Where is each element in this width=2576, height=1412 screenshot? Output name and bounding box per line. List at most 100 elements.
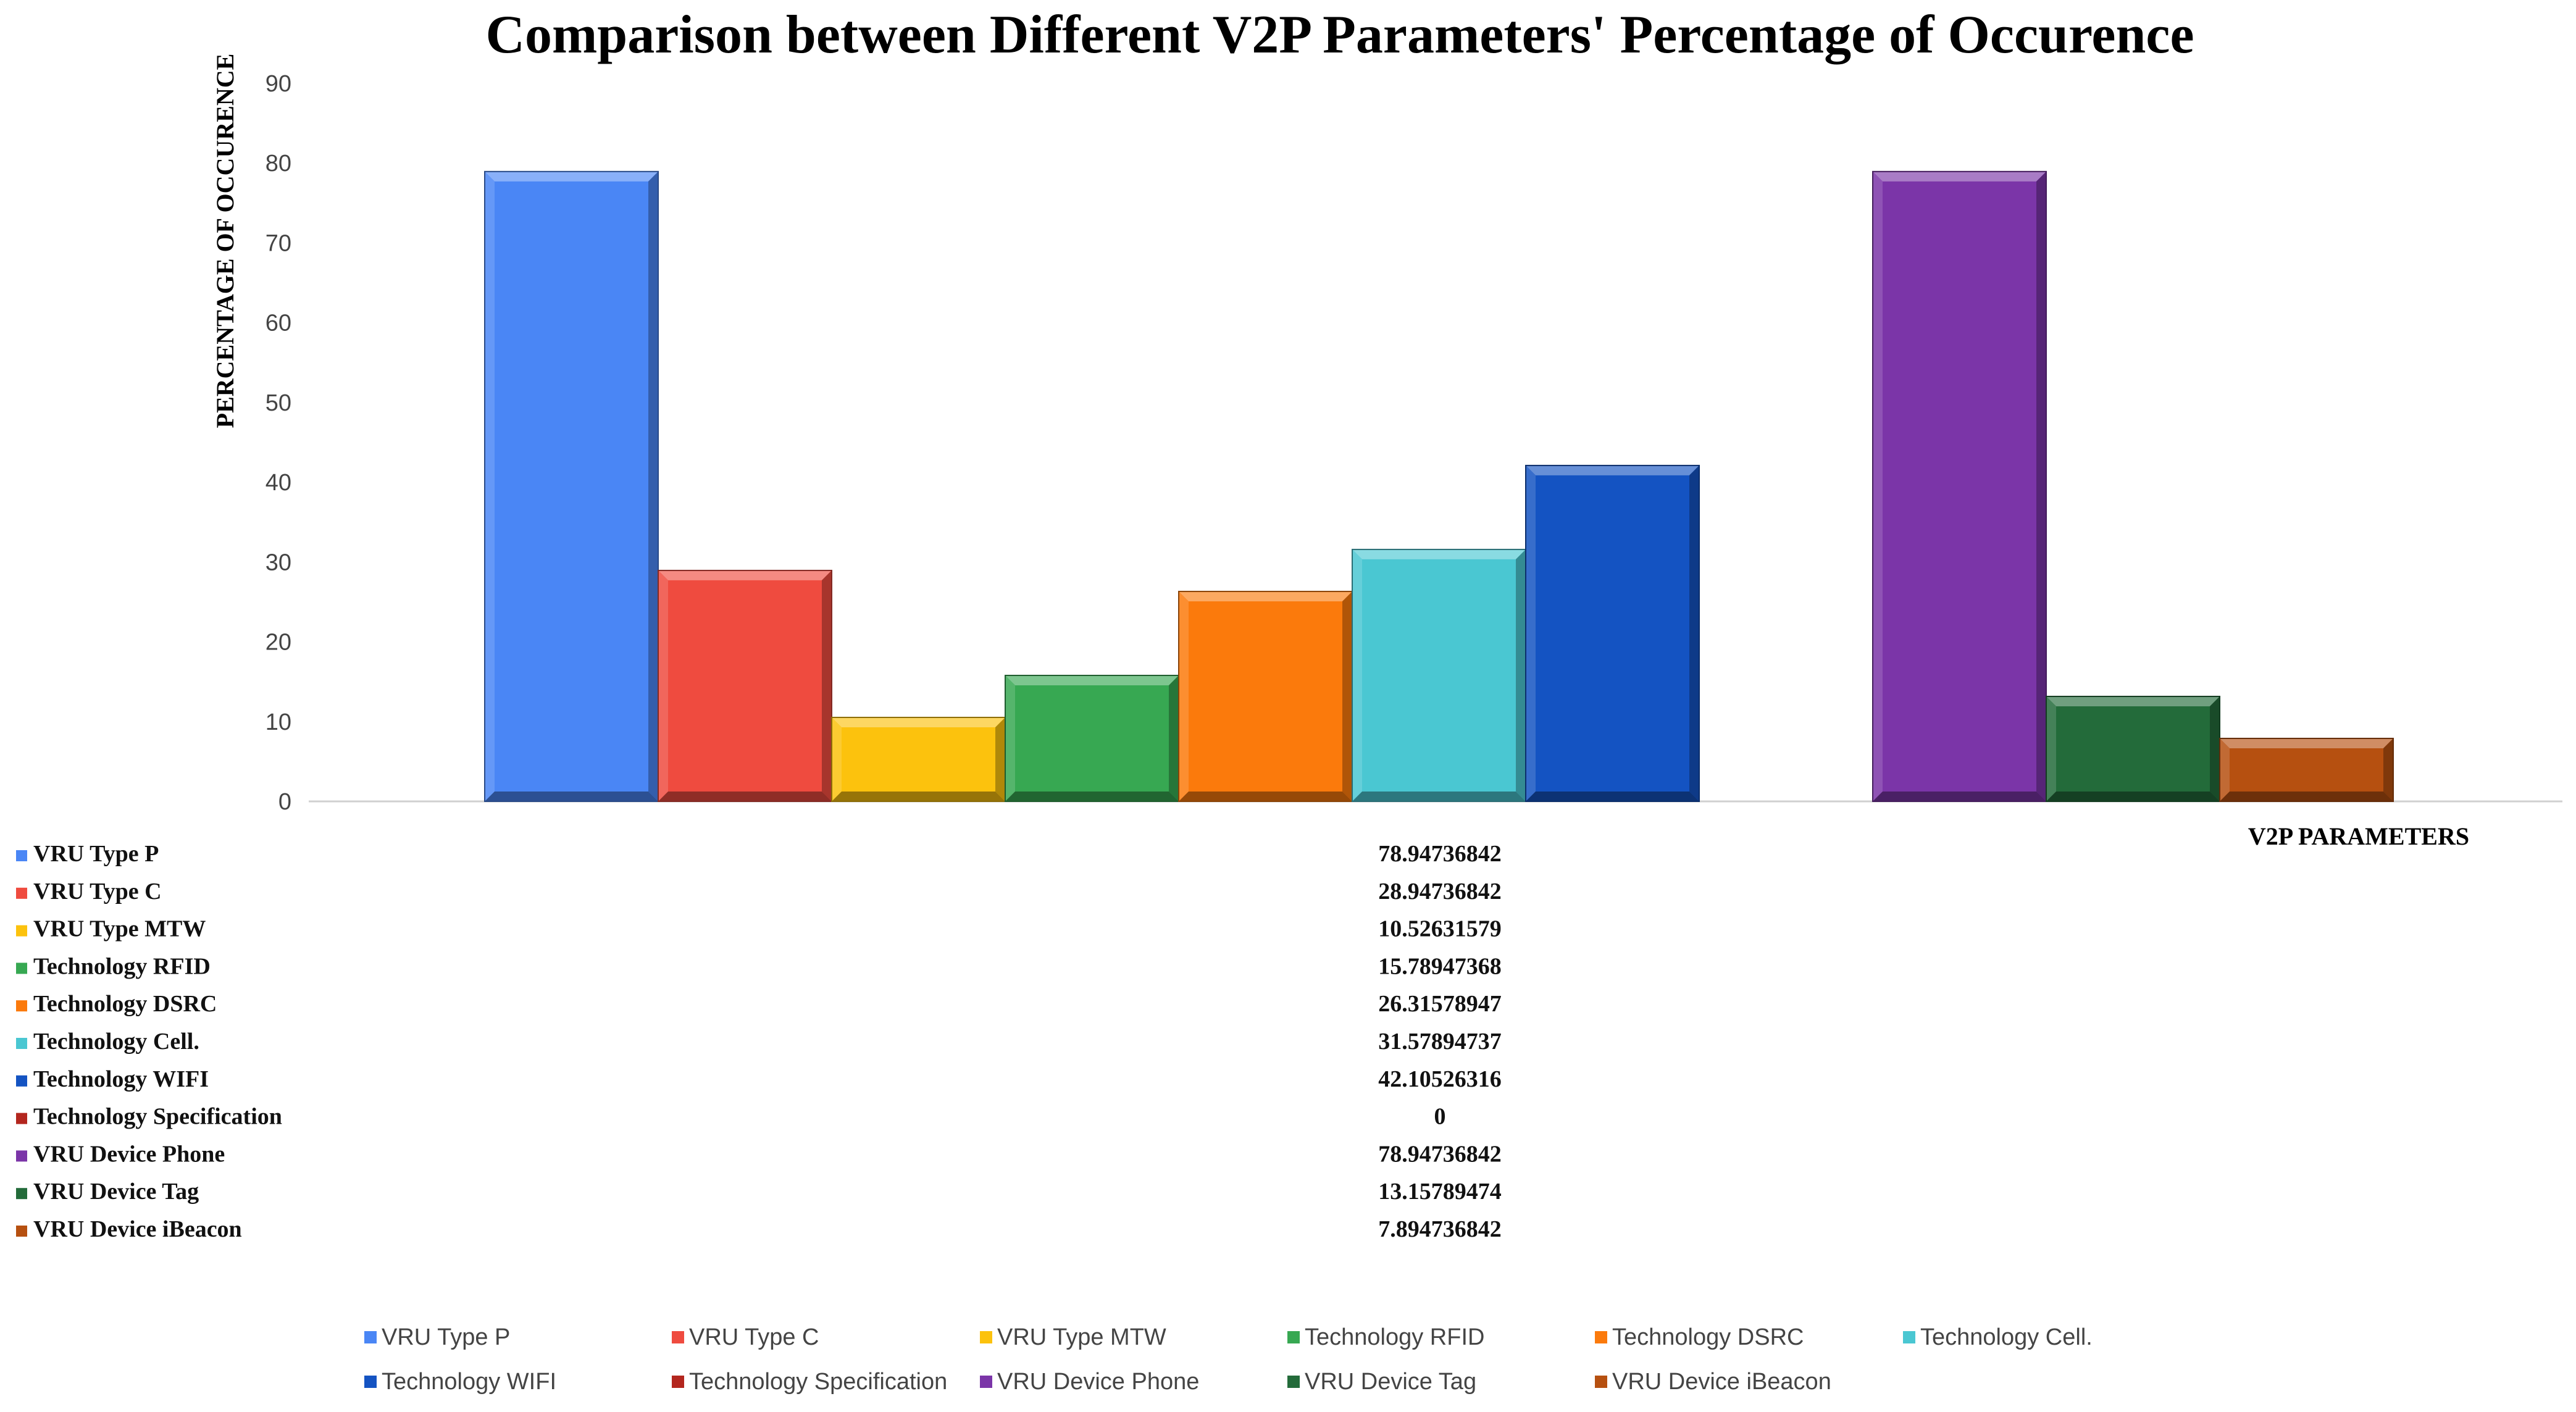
table-legend-key	[16, 1038, 27, 1049]
table-row-label: Technology Cell.	[33, 1029, 199, 1055]
legend-label: VRU Device Tag	[1305, 1369, 1476, 1395]
legend-label: Technology RFID	[1305, 1324, 1484, 1350]
table-row-value: 78.94736842	[1378, 1141, 1502, 1167]
table-legend-key	[16, 1188, 27, 1200]
table-row-label: VRU Device Tag	[33, 1179, 199, 1205]
table-legend-key	[16, 1075, 27, 1087]
y-tick-label: 90	[266, 71, 291, 97]
table-row: Technology RFID 15.78947368	[16, 953, 1502, 979]
legend-item: VRU Type P	[364, 1324, 510, 1350]
table-row: VRU Device Tag 13.15789474	[16, 1179, 1502, 1205]
table-row: Technology DSRC 26.31578947	[16, 991, 1502, 1017]
legend-label: VRU Type P	[382, 1324, 510, 1350]
table-row-value: 0	[1434, 1104, 1446, 1130]
table-row-value: 31.57894737	[1378, 1029, 1502, 1055]
legend-swatch	[980, 1376, 992, 1388]
legend-swatch	[1595, 1376, 1607, 1388]
y-tick-label: 20	[266, 630, 291, 656]
y-tick-label: 70	[266, 230, 291, 256]
bar-vru-type-c	[658, 569, 832, 802]
legend-label: VRU Device iBeacon	[1612, 1369, 1831, 1395]
chart-title: Comparison between Different V2P Paramet…	[485, 5, 2194, 65]
table-legend-key	[16, 1000, 27, 1012]
table-row-value: 10.52631579	[1378, 916, 1502, 942]
legend-swatch	[672, 1376, 684, 1388]
legend-swatch	[364, 1331, 377, 1343]
bar-vru-type-mtw	[831, 716, 1006, 802]
table-row: VRU Device Phone 78.94736842	[16, 1141, 1502, 1167]
table-row-label: Technology Specification	[33, 1104, 282, 1130]
table-legend-key	[16, 887, 27, 899]
table-row-value: 78.94736842	[1378, 841, 1502, 867]
y-tick-label: 60	[266, 311, 291, 336]
legend-item: VRU Device iBeacon	[1595, 1369, 1831, 1395]
legend-label: Technology DSRC	[1612, 1324, 1804, 1350]
table-row-value: 28.94736842	[1378, 879, 1502, 904]
bar-technology-dsrc	[1178, 590, 1353, 802]
legend-item: Technology Cell.	[1903, 1324, 2093, 1350]
table-row-label: Technology RFID	[33, 953, 211, 979]
table-row: Technology WIFI 42.10526316	[16, 1066, 1502, 1092]
table-row: Technology Cell. 31.57894737	[16, 1029, 1502, 1055]
legend-item: Technology DSRC	[1595, 1324, 1804, 1350]
legend-item: VRU Type C	[672, 1324, 819, 1350]
table-legend-key	[16, 850, 27, 861]
bar-technology-cell	[1352, 548, 1526, 802]
bar-vru-device-ibeacon	[2219, 737, 2394, 802]
table-legend-key	[16, 963, 27, 974]
y-tick-label: 50	[266, 390, 291, 416]
bar-vru-device-tag	[2046, 695, 2220, 802]
table-legend-key	[16, 925, 27, 937]
bar-technology-rfid	[1005, 674, 1179, 803]
table-row: VRU Type C 28.94736842	[16, 879, 1502, 904]
y-tick-label: 30	[266, 549, 291, 575]
bar-vru-device-phone	[1872, 170, 2047, 802]
y-tick-label: 10	[266, 709, 291, 735]
legend-swatch	[364, 1376, 377, 1388]
table-row-label: VRU Device iBeacon	[33, 1216, 242, 1242]
table-legend-key	[16, 1226, 27, 1237]
table-row-value: 13.15789474	[1378, 1179, 1502, 1205]
legend-item: VRU Device Phone	[980, 1369, 1199, 1395]
table-row-label: VRU Type MTW	[33, 916, 206, 942]
legend-label: Technology Cell.	[1920, 1324, 2093, 1350]
legend-swatch	[1287, 1331, 1300, 1343]
legend-label: VRU Type C	[689, 1324, 819, 1350]
y-tick-label: 40	[266, 470, 291, 496]
x-axis-label: V2P PARAMETERS	[2248, 822, 2469, 850]
table-row-value: 42.10526316	[1378, 1066, 1502, 1092]
table-row: VRU Device iBeacon 7.894736842	[16, 1216, 1502, 1242]
table-row: VRU Type P 78.94736842	[16, 841, 1502, 867]
legend-swatch	[1595, 1331, 1607, 1343]
table-row-label: VRU Type P	[33, 841, 159, 867]
legend-item: Technology WIFI	[364, 1369, 556, 1395]
legend-swatch	[672, 1331, 684, 1343]
table-row-label: Technology WIFI	[33, 1066, 209, 1092]
bar-vru-type-p	[484, 170, 659, 802]
legend-item: Technology RFID	[1287, 1324, 1484, 1350]
table-row-label: VRU Device Phone	[33, 1141, 225, 1167]
legend-item: Technology Specification	[672, 1369, 947, 1395]
legend-item: VRU Device Tag	[1287, 1369, 1476, 1395]
table-row: VRU Type MTW 10.52631579	[16, 916, 1502, 942]
legend-label: VRU Type MTW	[997, 1324, 1166, 1350]
table-legend-key	[16, 1113, 27, 1124]
y-tick-label: 80	[266, 151, 291, 177]
legend-item: VRU Type MTW	[980, 1324, 1166, 1350]
legend-label: Technology WIFI	[382, 1369, 556, 1395]
legend-label: Technology Specification	[689, 1369, 947, 1395]
table-legend-key	[16, 1150, 27, 1162]
bar-technology-wifi	[1525, 464, 1700, 802]
table-row-value: 15.78947368	[1378, 953, 1502, 979]
legend-swatch	[1287, 1376, 1300, 1388]
legend-label: VRU Device Phone	[997, 1369, 1199, 1395]
table-row-label: VRU Type C	[33, 879, 162, 904]
y-axis-label: PERCENTAGE OF OCCURENCE	[211, 54, 239, 428]
y-tick-label: 0	[278, 789, 291, 815]
table-row-value: 26.31578947	[1378, 991, 1502, 1017]
table-row-label: Technology DSRC	[33, 991, 217, 1017]
table-row: Technology Specification 0	[16, 1104, 1446, 1130]
table-row-value: 7.894736842	[1378, 1216, 1502, 1242]
